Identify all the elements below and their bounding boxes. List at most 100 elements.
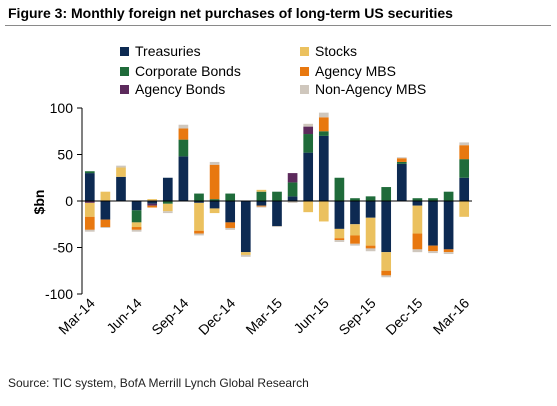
bar-agency-mbs-mar-14 — [84, 216, 95, 230]
bar-non-agency-mbs-nov-15 — [396, 157, 407, 159]
bar-agency-bonds-jul-14 — [147, 203, 158, 206]
bar-treasuries-dec-14 — [225, 201, 236, 223]
bar-non-agency-mbs-apr-15 — [287, 201, 298, 203]
bar-corporate-bonds-feb-16 — [443, 191, 454, 201]
bar-agency-bonds-mar-14 — [84, 201, 95, 203]
bar-agency-mbs-oct-14 — [194, 230, 204, 234]
bar-stocks-jun-14 — [131, 222, 142, 228]
bar-corporate-bonds-dec-15 — [412, 198, 423, 201]
bar-treasuries-oct-14 — [194, 201, 204, 203]
x-tick-label: Sep-14 — [148, 295, 191, 338]
bar-stocks-may-15 — [303, 201, 314, 213]
chart-legend: Treasuries Stocks Corporate Bonds Agency MB… — [120, 43, 426, 97]
bar-stocks-apr-14 — [100, 191, 111, 201]
bar-stocks-may-14 — [116, 167, 126, 177]
bar-non-agency-mbs-mar-15 — [272, 226, 282, 228]
bar-treasuries-jun-14 — [131, 201, 142, 211]
bar-agency-mbs-nov-14 — [209, 164, 220, 200]
x-tick-label: Dec-15 — [382, 295, 425, 338]
bar-corporate-bonds-sep-14 — [178, 139, 189, 157]
bar-treasuries-nov-14 — [209, 201, 220, 209]
bar-agency-bonds-apr-15 — [287, 173, 298, 183]
bar-agency-mbs-dec-14 — [225, 222, 236, 228]
bar-non-agency-mbs-mar-16 — [459, 142, 470, 146]
x-tick-label: Jun-14 — [103, 295, 145, 337]
bar-corporate-bonds-nov-14 — [209, 199, 220, 201]
bar-agency-mbs-feb-15 — [256, 205, 267, 207]
bar-stocks-nov-14 — [209, 208, 220, 214]
y-tick-label: 100 — [50, 100, 74, 116]
bar-corporate-bonds-jan-16 — [428, 198, 438, 201]
bar-treasuries-apr-15 — [287, 196, 298, 201]
bar-treasuries-jun-15 — [318, 135, 329, 201]
bar-corporate-bonds-mar-14 — [84, 171, 95, 174]
y-axis: 100 50 0 -50 -100 — [45, 100, 83, 302]
bar-non-agency-mbs-jun-14 — [131, 229, 142, 232]
bar-corporate-bonds-aug-15 — [350, 198, 360, 201]
bar-corporate-bonds-apr-15 — [287, 182, 298, 197]
bar-corporate-bonds-jun-15 — [318, 131, 329, 136]
bar-non-agency-mbs-apr-14 — [100, 227, 111, 228]
legend-label-agency-mbs: Agency MBS — [315, 63, 396, 79]
bar-corporate-bonds-oct-14 — [194, 193, 204, 201]
y-tick-label: 50 — [57, 147, 73, 163]
legend-swatch-stocks — [300, 47, 309, 56]
bar-stocks-mar-16 — [459, 201, 470, 217]
bar-stocks-oct-15 — [381, 252, 392, 271]
bar-stocks-dec-15 — [412, 205, 423, 234]
bar-treasuries-aug-14 — [162, 177, 173, 201]
title-divider — [5, 25, 551, 26]
legend-label-agency-bonds: Agency Bonds — [135, 81, 225, 97]
bar-non-agency-mbs-jul-15 — [334, 240, 345, 242]
bar-treasuries-oct-15 — [381, 201, 392, 253]
bar-non-agency-mbs-aug-14 — [162, 211, 173, 214]
bar-treasuries-jan-15 — [240, 201, 251, 253]
bar-non-agency-mbs-jan-16 — [428, 251, 438, 254]
bar-treasuries-sep-14 — [178, 156, 189, 201]
bar-non-agency-mbs-sep-15 — [365, 248, 376, 252]
bar-corporate-bonds-sep-15 — [365, 196, 376, 201]
x-axis: Mar-14 Jun-14 Sep-14 Dec-14 Mar-15 Jun-15 Sep-… — [55, 200, 473, 338]
legend-label-treasuries: Treasuries — [135, 43, 201, 59]
y-tick-label: -50 — [53, 240, 73, 256]
bar-agency-mbs-feb-16 — [443, 249, 454, 253]
bar-stocks-jun-15 — [318, 201, 329, 222]
bar-corporate-bonds-mar-16 — [459, 159, 470, 178]
figure-title: Figure 3: Monthly foreign net purchases … — [8, 5, 453, 21]
bar-non-agency-mbs-may-14 — [116, 165, 126, 168]
bar-non-agency-mbs-nov-14 — [209, 161, 220, 165]
bar-corporate-bonds-feb-15 — [256, 191, 267, 201]
y-axis-label: $bn — [31, 190, 47, 215]
bar-agency-mbs-oct-15 — [381, 270, 392, 276]
bar-treasuries-may-14 — [116, 176, 126, 201]
x-tick-label: Mar-16 — [430, 295, 473, 338]
x-tick-label: Dec-14 — [195, 295, 238, 338]
bar-non-agency-mbs-mar-14 — [84, 229, 95, 232]
bar-corporate-bonds-jul-15 — [334, 177, 345, 201]
legend-swatch-corporate-bonds — [120, 67, 129, 76]
bar-agency-mbs-apr-14 — [100, 219, 111, 228]
bar-agency-mbs-jan-16 — [428, 245, 438, 252]
bar-treasuries-jan-16 — [428, 201, 438, 246]
y-tick-label: -100 — [45, 286, 73, 302]
bar-non-agency-mbs-dec-14 — [225, 227, 236, 230]
bar-treasuries-nov-15 — [396, 163, 407, 201]
bar-agency-mbs-jul-15 — [334, 238, 345, 241]
bar-non-agency-mbs-jun-15 — [318, 112, 329, 118]
bar-treasuries-aug-15 — [350, 201, 360, 225]
bar-series — [84, 112, 470, 278]
legend-swatch-non-agency-mbs — [300, 85, 309, 94]
bar-non-agency-mbs-feb-16 — [443, 252, 454, 255]
bar-corporate-bonds-nov-15 — [396, 161, 407, 164]
bar-agency-mbs-sep-14 — [178, 128, 189, 140]
bar-stocks-aug-15 — [350, 224, 360, 236]
legend-swatch-agency-mbs — [300, 67, 309, 76]
bar-stocks-jul-15 — [334, 228, 345, 239]
bar-corporate-bonds-mar-15 — [272, 191, 282, 201]
source-note: Source: TIC system, BofA Merrill Lynch G… — [8, 376, 309, 390]
bar-agency-mbs-mar-16 — [459, 145, 470, 160]
bar-treasuries-jul-14 — [147, 201, 158, 204]
bar-non-agency-mbs-oct-15 — [381, 275, 392, 278]
bar-agency-mbs-dec-15 — [412, 233, 423, 250]
